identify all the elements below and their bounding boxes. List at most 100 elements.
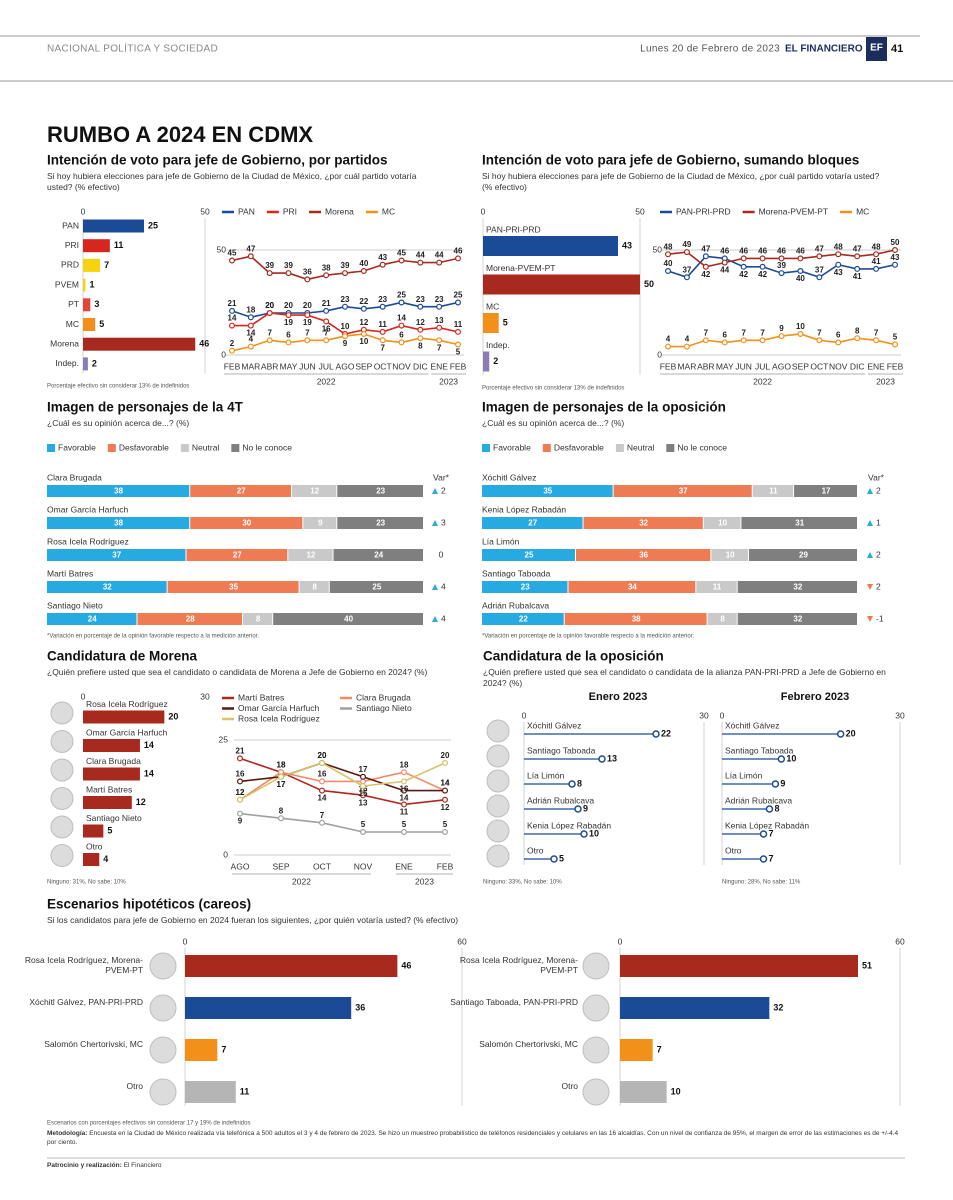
value-label: 4 — [103, 854, 108, 864]
bar-segment — [748, 549, 857, 561]
point-label: 39 — [284, 261, 293, 270]
var-label: 2 — [876, 485, 881, 495]
legend-label: Favorable — [493, 442, 531, 452]
x-tick-label: ENE — [395, 861, 413, 871]
dot — [652, 730, 660, 738]
point-label: 40 — [359, 259, 368, 268]
segment-label: 24 — [374, 551, 383, 560]
point-label: 13 — [359, 798, 368, 807]
point-label: 18 — [246, 305, 255, 314]
var-label: 2 — [876, 581, 881, 591]
point — [247, 343, 254, 350]
point-label: 7 — [817, 328, 822, 337]
segment-label: 8 — [256, 615, 261, 624]
point — [360, 268, 367, 275]
point-label: 16 — [318, 770, 327, 779]
chart-subtitle-box: ¿Quién prefiere usted que sea el candida… — [483, 667, 886, 688]
point-label: 19 — [284, 318, 293, 327]
bar-segment — [741, 517, 857, 529]
point — [816, 337, 823, 344]
x-tick-label: ABR — [261, 361, 278, 371]
point-label: 19 — [303, 318, 312, 327]
var-label: 2 — [441, 485, 446, 495]
point — [455, 341, 462, 348]
legend-swatch — [180, 444, 189, 452]
category-label: PRI — [65, 240, 79, 250]
x-group-label: 2023 — [876, 376, 895, 386]
category-label: PAN — [62, 220, 79, 230]
bar — [620, 997, 770, 1019]
point — [797, 255, 804, 262]
point-label: 48 — [834, 242, 843, 251]
category-label: Adrián Rubalcava — [725, 795, 792, 805]
point-label: 9 — [779, 324, 784, 333]
category-label: Salomón Chertorivski, MC — [479, 1039, 578, 1049]
point-label: 7 — [305, 328, 310, 337]
point-label: 9 — [343, 339, 348, 348]
bar-segment — [167, 581, 299, 593]
var-header: Var* — [433, 472, 450, 482]
segment-label: 32 — [793, 615, 802, 624]
bar-segment — [288, 549, 333, 561]
point-label: 12 — [441, 803, 450, 812]
point-label: 45 — [397, 249, 406, 258]
point-label: 20 — [303, 301, 312, 310]
category-label: Rosa Icela Rodríguez — [47, 536, 129, 546]
dot — [574, 805, 582, 813]
point — [455, 255, 462, 262]
chart-subtitle: ¿Quién prefiere usted que sea el candida… — [483, 667, 886, 688]
x-group-label: 2023 — [415, 876, 434, 886]
series-line — [239, 757, 446, 806]
var-label: 4 — [441, 581, 446, 591]
legend-label: No le conoce — [677, 442, 727, 452]
photo — [149, 952, 177, 980]
point-label: 37 — [682, 265, 691, 274]
var-arrow — [432, 488, 438, 494]
point — [360, 782, 367, 789]
point-label: 7 — [874, 328, 879, 337]
x-tick-label: JUL — [319, 361, 334, 371]
dot — [759, 855, 768, 863]
legend-swatch — [47, 444, 55, 452]
point — [759, 255, 766, 262]
segment-label: 22 — [519, 615, 528, 624]
point — [379, 337, 386, 344]
bar-segment — [583, 517, 703, 529]
photo — [582, 1036, 610, 1064]
point — [797, 331, 804, 338]
chart-title: Imagen de personajes de la 4T — [47, 400, 244, 415]
point-label: 46 — [739, 247, 748, 256]
point-label: 7 — [437, 343, 442, 352]
point-label: 17 — [277, 780, 286, 789]
category-label: PRD — [61, 260, 79, 270]
point-label: 22 — [359, 297, 368, 306]
point-label: 5 — [402, 820, 407, 829]
x-tick-label: ENE — [430, 361, 448, 371]
value-label: 9 — [583, 803, 588, 813]
point — [664, 251, 671, 258]
legend-label: Martí Batres — [238, 692, 284, 702]
point-label: 6 — [399, 331, 404, 340]
point-label: 40 — [664, 259, 673, 268]
bar — [83, 278, 86, 292]
value-label: 20 — [846, 728, 856, 738]
point — [266, 337, 273, 344]
bar — [83, 767, 140, 781]
point — [319, 787, 326, 794]
dot — [759, 830, 768, 838]
point-label: 5 — [893, 333, 898, 342]
point-label: 9 — [238, 817, 243, 826]
point-label: 46 — [720, 247, 729, 256]
page-number: 41 — [891, 43, 903, 55]
photo — [486, 719, 510, 743]
y-tick-label: 50 — [217, 244, 227, 254]
x-tick-label: ENE — [867, 361, 885, 371]
category-label: Santiago Taboada — [725, 745, 794, 755]
value-label: 11 — [114, 240, 124, 250]
category-label: Xóchitl Gálvez — [725, 720, 779, 730]
point — [247, 322, 254, 329]
bar-segment — [613, 485, 752, 497]
category-label-box: Xóchitl Gálvez, PAN-PRI-PRD — [29, 997, 143, 1007]
point — [436, 303, 443, 310]
point-label: 5 — [443, 820, 448, 829]
